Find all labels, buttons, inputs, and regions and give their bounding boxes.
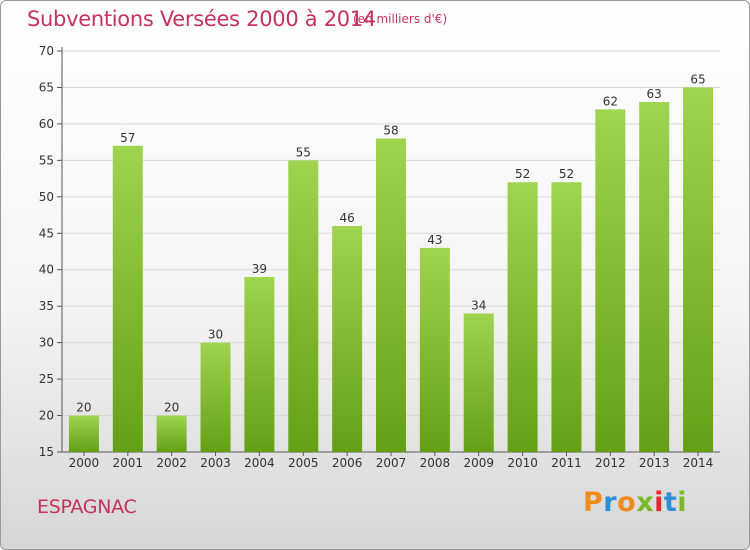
logo-letter: P <box>583 487 604 518</box>
bar <box>683 87 714 453</box>
y-tick-label: 40 <box>39 263 54 277</box>
bar <box>112 145 143 453</box>
data-label: 52 <box>559 167 574 181</box>
bar <box>288 160 319 452</box>
x-tick-label: 2014 <box>683 456 714 470</box>
bar <box>200 342 231 452</box>
y-tick-label: 25 <box>39 372 54 386</box>
bar <box>332 225 363 452</box>
x-tick-label: 2010 <box>507 456 538 470</box>
logo-letter: i <box>677 487 688 518</box>
data-label: 63 <box>647 87 662 101</box>
bar <box>68 415 99 452</box>
y-tick-label: 20 <box>39 409 54 423</box>
data-label: 39 <box>252 262 267 276</box>
x-tick-label: 2000 <box>69 456 100 470</box>
data-label: 65 <box>690 72 705 86</box>
x-tick-label: 2008 <box>420 456 451 470</box>
x-tick-label: 2009 <box>463 456 494 470</box>
data-label: 20 <box>76 401 91 415</box>
x-tick-label: 2004 <box>244 456 275 470</box>
y-tick-label: 65 <box>39 80 54 94</box>
chart-title: Subventions Versées 2000 à 2014 <box>27 7 376 31</box>
data-label: 20 <box>164 401 179 415</box>
y-tick-label: 55 <box>39 153 54 167</box>
y-tick-label: 30 <box>39 336 54 350</box>
x-tick-label: 2001 <box>113 456 144 470</box>
bar <box>595 109 626 452</box>
bar <box>551 182 582 452</box>
chart-subtitle: (en milliers d'€) <box>353 12 448 26</box>
x-tick-label: 2011 <box>551 456 582 470</box>
proxiti-logo: Proxiti <box>583 487 687 518</box>
data-label: 57 <box>120 131 135 145</box>
bar <box>244 277 275 452</box>
y-tick-label: 70 <box>39 44 54 58</box>
bar <box>156 415 187 452</box>
x-tick-label: 2005 <box>288 456 319 470</box>
bar <box>419 247 450 452</box>
x-tick-label: 2013 <box>639 456 670 470</box>
y-tick-label: 15 <box>39 445 54 459</box>
x-tick-label: 2002 <box>156 456 187 470</box>
logo-letter: x <box>636 487 655 518</box>
y-tick-label: 45 <box>39 226 54 240</box>
data-label: 46 <box>339 211 354 225</box>
commune-name: ESPAGNAC <box>37 496 137 518</box>
data-label: 34 <box>471 298 486 312</box>
y-tick-label: 35 <box>39 299 54 313</box>
data-label: 30 <box>208 328 223 342</box>
logo-letter: t <box>663 487 678 518</box>
data-label: 43 <box>427 233 442 247</box>
x-tick-label: 2003 <box>200 456 231 470</box>
bar <box>376 138 406 452</box>
y-tick-label: 50 <box>39 190 54 204</box>
bar <box>463 313 494 452</box>
x-tick-label: 2012 <box>595 456 626 470</box>
data-label: 52 <box>515 167 530 181</box>
x-tick-label: 2007 <box>376 456 407 470</box>
x-tick-label: 2006 <box>332 456 363 470</box>
bar <box>639 102 670 452</box>
logo-letter: i <box>654 487 664 518</box>
y-tick-label: 60 <box>39 117 54 131</box>
logo-letter: o <box>617 487 637 518</box>
data-label: 58 <box>383 123 398 137</box>
data-label: 55 <box>296 145 311 159</box>
bar <box>507 182 538 452</box>
logo-letter: r <box>603 487 618 518</box>
data-label: 62 <box>603 94 618 108</box>
